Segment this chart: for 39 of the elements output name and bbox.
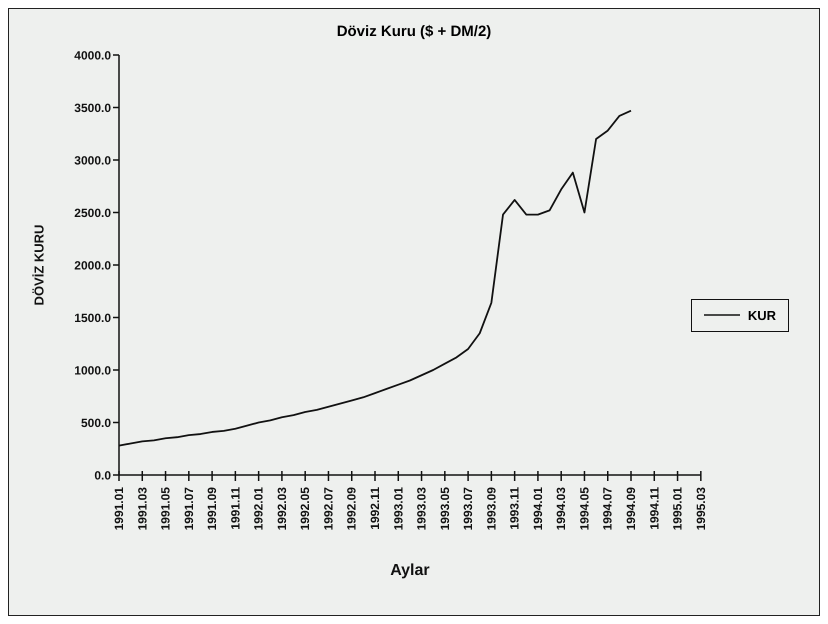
x-tick-label: 1994.01 [530, 486, 545, 530]
x-tick-label: 1993.03 [414, 486, 429, 530]
y-tick-label: 3000.0 [74, 153, 112, 168]
x-tick-label: 1991.05 [158, 486, 173, 530]
x-tick-label: 1992.01 [252, 486, 266, 530]
x-tick-label: 1994.09 [624, 486, 638, 530]
x-tick-label: 1995.01 [670, 486, 685, 530]
x-tick-label: 1993.09 [484, 486, 498, 530]
y-tick-label: 2500.0 [74, 206, 112, 220]
x-tick-label: 1991.09 [205, 486, 220, 530]
x-tick-label: 1992.09 [344, 486, 359, 530]
x-tick-label: 1995.03 [694, 486, 708, 530]
x-tick-label: 1994.03 [554, 486, 568, 530]
chart-title: Döviz Kuru ($ + DM/2) [336, 22, 492, 42]
y-tick-label: 3500.0 [74, 100, 112, 115]
x-tick-label: 1991.07 [182, 486, 196, 530]
x-tick-label: 1992.11 [368, 486, 382, 530]
x-tick-label: 1994.07 [600, 486, 615, 530]
x-tick-label: 1992.03 [274, 486, 289, 530]
x-tick-label: 1992.07 [321, 486, 336, 530]
y-axis-title: DÖVİZ KURU [32, 224, 47, 306]
x-tick-label: 1994.11 [647, 486, 662, 530]
x-tick-label: 1991.01 [112, 486, 126, 530]
x-tick-label: 1991.11 [228, 486, 242, 530]
y-tick-label: 1500.0 [74, 310, 112, 325]
legend-label: KUR [748, 308, 776, 322]
y-tick-label: 2000.0 [74, 258, 112, 272]
x-tick-label: 1992.05 [298, 486, 312, 530]
x-tick-label: 1991.03 [135, 486, 150, 530]
x-tick-label: 1993.01 [391, 486, 406, 530]
y-tick-label: 1000.0 [74, 363, 112, 378]
y-tick-label: 4000.0 [74, 48, 112, 62]
x-tick-label: 1994.05 [577, 486, 592, 530]
y-tick-label: 500.0 [80, 416, 112, 430]
y-tick-label: 0.0 [94, 468, 112, 482]
x-tick-label: 1993.05 [438, 486, 452, 530]
x-axis-title: Aylar [390, 562, 430, 579]
x-tick-label: 1993.07 [461, 486, 476, 530]
x-tick-label: 1993.11 [508, 486, 522, 530]
